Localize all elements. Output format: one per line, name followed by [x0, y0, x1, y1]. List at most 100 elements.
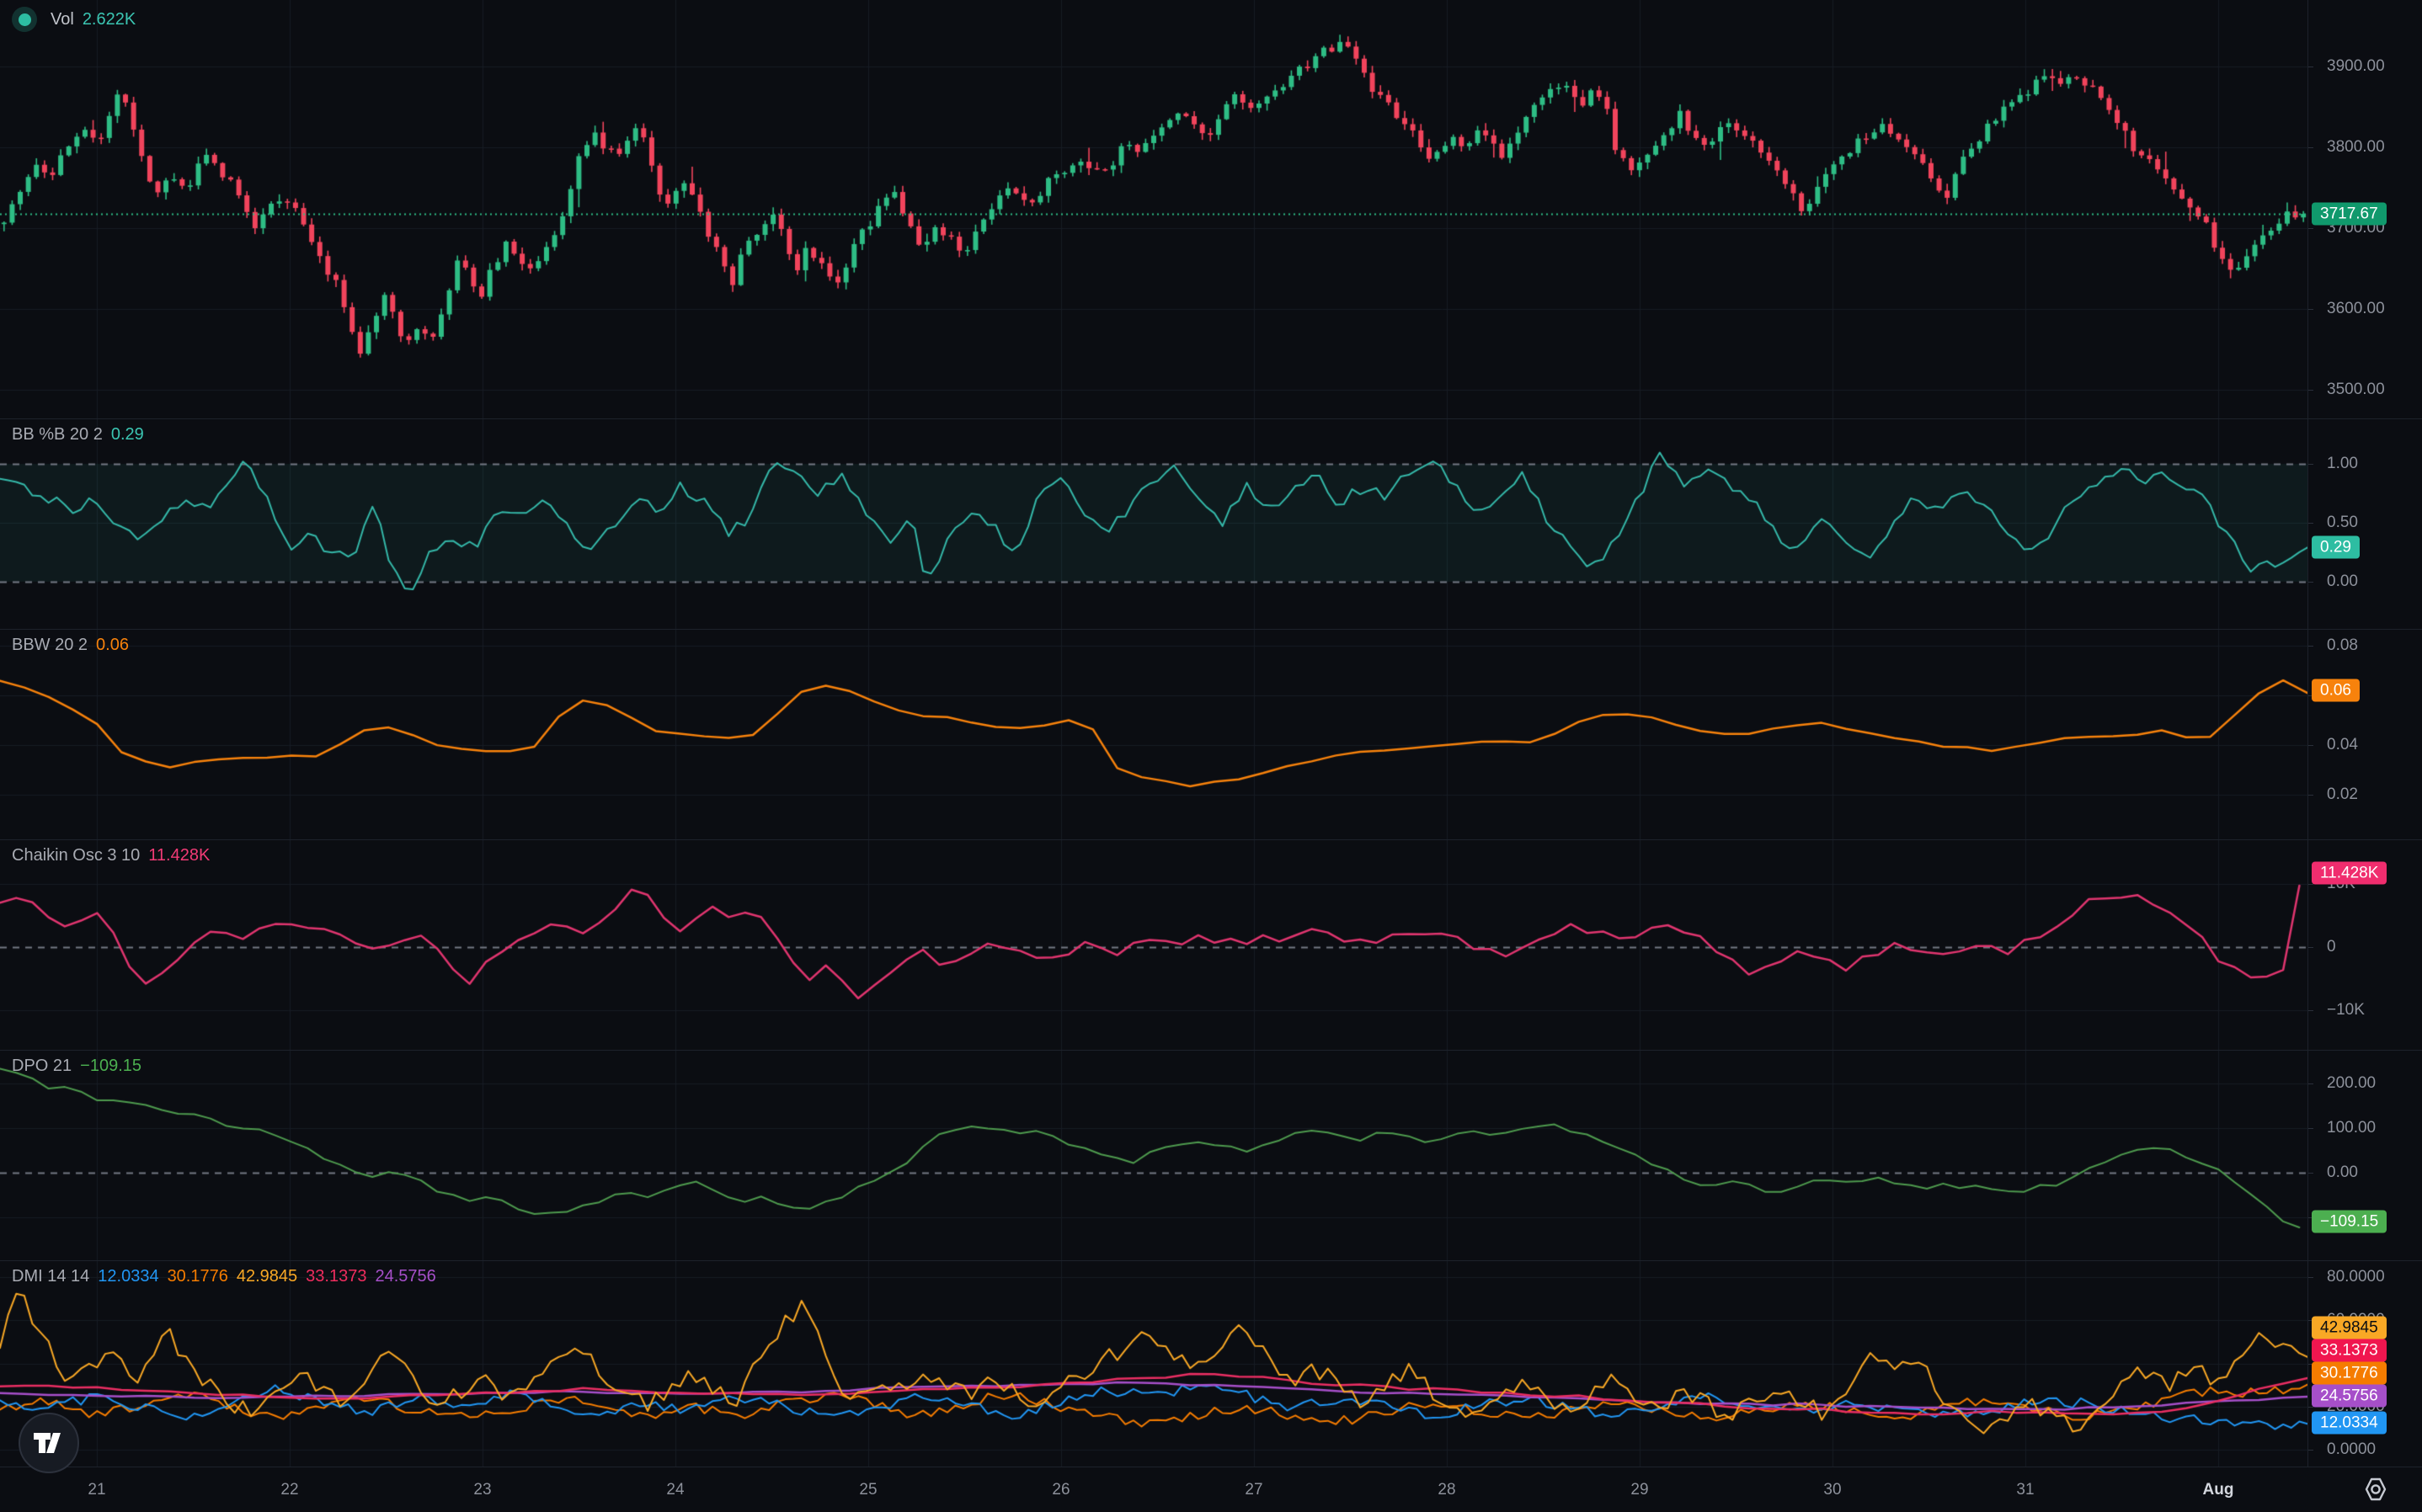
value-badge-dmi: 24.5756	[2312, 1384, 2387, 1408]
legend-dpo: DPO 21 −109.15	[12, 1057, 141, 1076]
axis-label-chaikin: 0	[2327, 938, 2336, 956]
axis-tick-mark	[2308, 1407, 2313, 1408]
pane-bbw-canvas[interactable]	[0, 629, 2307, 839]
axis-label-dpo: 100.00	[2327, 1119, 2377, 1137]
legend-bbw-value-1[interactable]: 0.06	[96, 636, 129, 654]
value-badge-dmi: 30.1776	[2312, 1361, 2387, 1385]
legend-chaikin-value-1[interactable]: 11.428K	[148, 846, 211, 865]
axis-tick-mark	[2308, 1010, 2313, 1011]
axis-tick-mark	[2308, 1450, 2313, 1451]
axis-tick-mark	[2308, 390, 2313, 391]
legend-dmi-title[interactable]: DMI 14 14	[12, 1267, 90, 1286]
axis-label-dpo: 0.00	[2327, 1163, 2358, 1181]
axis-label-bbpercent: 1.00	[2327, 455, 2358, 472]
axis-settings-gear-icon[interactable]	[2362, 1476, 2389, 1503]
symbol-dot-icon[interactable]	[12, 7, 37, 32]
axis-tick-mark	[2308, 745, 2313, 746]
axis-label-price: 3900.00	[2327, 57, 2385, 75]
time-label-30: 30	[1823, 1481, 1842, 1499]
legend-price: Vol 2.622K	[12, 7, 136, 32]
axis-tick-mark	[2308, 1277, 2313, 1278]
axis-label-bbw: 0.04	[2327, 736, 2358, 753]
tradingview-logo-button[interactable]	[19, 1413, 79, 1473]
axis-label-price: 3600.00	[2327, 300, 2385, 317]
axis-label-dpo: 200.00	[2327, 1074, 2377, 1092]
pane-chaikin-canvas[interactable]	[0, 839, 2307, 1050]
pane-dpo: DPO 21 −109.15	[0, 1050, 2307, 1260]
value-badge-price: 3717.67	[2312, 202, 2387, 226]
pane-dmi-canvas[interactable]	[0, 1260, 2307, 1467]
pane-separator[interactable]	[0, 418, 2422, 419]
tradingview-logo-icon	[34, 1433, 61, 1453]
value-badge-dpo: −109.15	[2312, 1210, 2387, 1233]
price-axis[interactable]: 3900.00 3800.00 3700.00 3600.00 3500.00 3717.…	[2307, 0, 2422, 1467]
pane-price-canvas[interactable]	[0, 0, 2307, 418]
time-label-23: 23	[473, 1481, 492, 1499]
pane-separator[interactable]	[0, 1260, 2422, 1261]
axis-tick-mark	[2308, 795, 2313, 796]
time-label-21: 21	[88, 1481, 106, 1499]
pane-separator[interactable]	[0, 839, 2422, 840]
axis-tick-mark	[2308, 523, 2313, 524]
axis-tick-mark	[2308, 309, 2313, 310]
pane-price: Vol 2.622K	[0, 0, 2307, 418]
axis-tick-mark	[2308, 582, 2313, 583]
axis-tick-mark	[2308, 884, 2313, 885]
axis-tick-mark	[2308, 228, 2313, 229]
axis-tick-mark	[2308, 147, 2313, 148]
value-badge-dmi: 33.1373	[2312, 1339, 2387, 1362]
legend-bbpercent-title[interactable]: BB %B 20 2	[12, 425, 103, 444]
axis-label-dmi: 0.0000	[2327, 1440, 2377, 1458]
axis-tick-mark	[2308, 1083, 2313, 1084]
pane-bbpercent: BB %B 20 2 0.29	[0, 418, 2307, 629]
legend-dmi-value-2[interactable]: 30.1776	[167, 1267, 228, 1286]
axis-tick-mark	[2308, 947, 2313, 948]
axis-tick-mark	[2308, 1364, 2313, 1365]
legend-dpo-value-1[interactable]: −109.15	[80, 1057, 142, 1075]
axis-label-bbw: 0.08	[2327, 636, 2358, 654]
axis-label-bbpercent: 0.00	[2327, 572, 2358, 590]
axis-label-price: 3800.00	[2327, 138, 2385, 156]
legend-dmi-value-1[interactable]: 12.0334	[98, 1267, 159, 1286]
legend-bbpercent-value-1[interactable]: 0.29	[110, 425, 144, 444]
legend-dmi: DMI 14 14 12.0334 30.1776 42.9845 33.1373 24.…	[12, 1267, 436, 1286]
time-label-24: 24	[666, 1481, 685, 1499]
time-label-Aug: Aug	[2202, 1481, 2234, 1499]
axis-label-bbpercent: 0.50	[2327, 514, 2358, 531]
time-label-31: 31	[2016, 1481, 2035, 1499]
time-label-22: 22	[280, 1481, 299, 1499]
legend-bbw-title[interactable]: BBW 20 2	[12, 636, 88, 654]
axis-tick-mark	[2308, 464, 2313, 465]
axis-tick-mark	[2308, 1128, 2313, 1129]
legend-chaikin-title[interactable]: Chaikin Osc 3 10	[12, 846, 141, 865]
value-badge-dmi: 42.9845	[2312, 1316, 2387, 1339]
time-label-26: 26	[1052, 1481, 1070, 1499]
legend-price-title[interactable]: Vol	[51, 9, 74, 29]
legend-dmi-value-3[interactable]: 42.9845	[236, 1267, 298, 1286]
pane-chaikin: Chaikin Osc 3 10 11.428K	[0, 839, 2307, 1050]
pane-dmi: DMI 14 14 12.0334 30.1776 42.9845 33.1373 24.…	[0, 1260, 2307, 1467]
axis-tick-mark	[2308, 695, 2313, 696]
legend-price-value-1[interactable]: 2.622K	[82, 9, 136, 29]
time-label-27: 27	[1245, 1481, 1263, 1499]
axis-tick-mark	[2308, 1173, 2313, 1174]
value-badge-chaikin: 11.428K	[2312, 861, 2387, 885]
symbol-dot	[18, 13, 31, 26]
time-label-25: 25	[859, 1481, 878, 1499]
axis-label-chaikin: −10K	[2327, 1001, 2365, 1019]
pane-separator[interactable]	[0, 629, 2422, 630]
axis-label-dmi: 80.0000	[2327, 1268, 2385, 1286]
pane-dpo-canvas[interactable]	[0, 1050, 2307, 1260]
legend-dpo-title[interactable]: DPO 21	[12, 1057, 72, 1075]
pane-separator[interactable]	[0, 1050, 2422, 1051]
legend-dmi-value-5[interactable]: 24.5756	[375, 1267, 436, 1286]
pane-bbpercent-canvas[interactable]	[0, 418, 2307, 629]
pane-bbw: BBW 20 2 0.06	[0, 629, 2307, 839]
legend-dmi-value-4[interactable]: 33.1373	[306, 1267, 367, 1286]
legend-bbpercent: BB %B 20 2 0.29	[12, 425, 144, 445]
axis-tick-mark	[2308, 646, 2313, 647]
value-badge-dmi: 12.0334	[2312, 1411, 2387, 1435]
time-axis[interactable]: 21 22 23 24 25 26 27 28 29 30 31 Aug	[0, 1467, 2422, 1512]
time-label-29: 29	[1630, 1481, 1649, 1499]
